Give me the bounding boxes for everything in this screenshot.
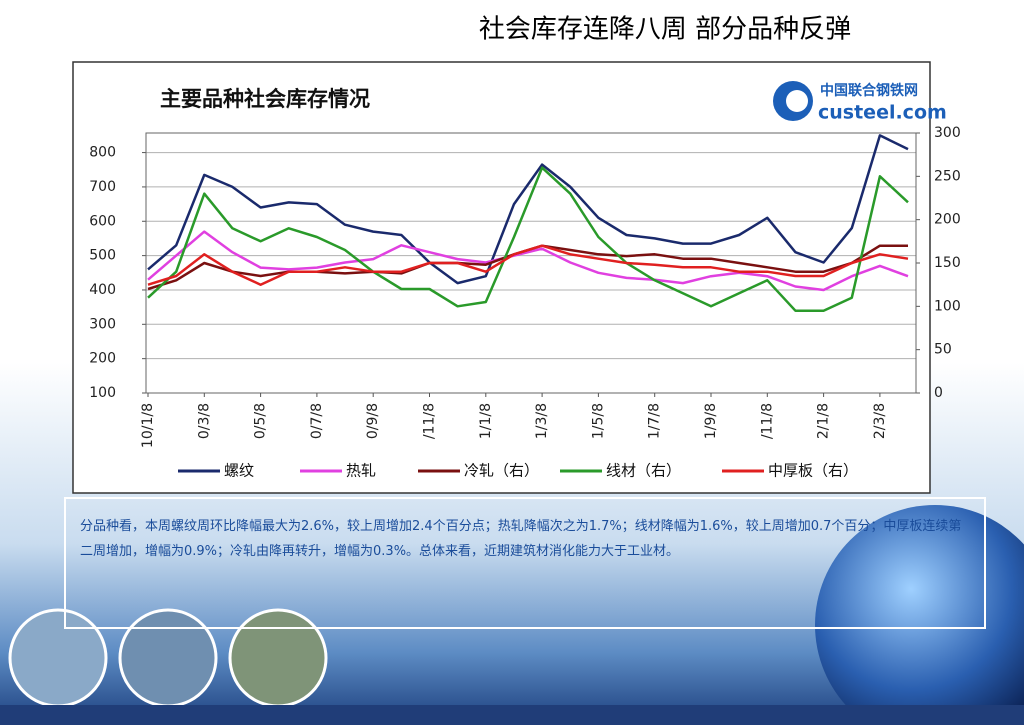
summary-text: 分品种看，本周螺纹周环比降幅最大为2.6%，较上周增加2.4个百分点；热轧降幅次… <box>80 519 962 559</box>
y-tick-label: 300 <box>89 316 116 332</box>
y-tick-label: 200 <box>89 351 116 367</box>
series-line <box>147 134 909 285</box>
photo-train <box>228 608 328 708</box>
footer-bar <box>0 705 1024 725</box>
logo-name: 中国联合钢铁网 <box>820 82 918 99</box>
y2-tick-label: 250 <box>934 168 961 184</box>
y-tick-label: 100 <box>89 385 116 401</box>
series-line <box>147 244 909 286</box>
y-tick-label: 600 <box>89 213 116 229</box>
x-tick-label: 0/7/8 <box>309 403 325 439</box>
y2-tick-label: 300 <box>934 125 961 141</box>
legend-label: 线材（右） <box>606 462 681 480</box>
x-tick-label: 0/9/8 <box>365 403 381 439</box>
logo-url: custeel.com <box>818 102 947 124</box>
logo-icon-inner <box>786 90 808 112</box>
chart-frame <box>72 61 931 494</box>
x-tick-label: 1/1/8 <box>478 403 494 439</box>
legend-label: 冷轧（右） <box>464 462 539 480</box>
x-tick-label: 10/1/8 <box>140 403 156 448</box>
x-tick-label: 1/3/8 <box>534 403 550 439</box>
x-tick-label: 0/3/8 <box>196 403 212 439</box>
chart-title: 主要品种社会库存情况 <box>160 87 370 111</box>
y2-tick-label: 0 <box>934 385 943 401</box>
x-tick-label: 1/5/8 <box>590 403 606 439</box>
globe <box>815 505 1024 725</box>
series-line <box>147 230 909 292</box>
slide-title: 社会库存连降八周 部分品种反弹 <box>479 15 851 45</box>
series-line <box>147 166 909 312</box>
y-tick-label: 500 <box>89 248 116 264</box>
photo-ship <box>118 608 218 708</box>
y-tick-label: 700 <box>89 179 116 195</box>
y2-tick-label: 150 <box>934 255 961 271</box>
x-tick-label: 1/7/8 <box>647 403 663 439</box>
legend-label: 中厚板（右） <box>768 462 858 480</box>
plot-area <box>145 132 917 394</box>
text-box <box>64 497 986 629</box>
legend-label: 热轧 <box>346 462 376 480</box>
x-tick-label: /11/8 <box>759 403 775 439</box>
y2-tick-label: 200 <box>934 212 961 228</box>
x-tick-label: 0/5/8 <box>253 403 269 439</box>
y2-tick-label: 50 <box>934 342 952 358</box>
y2-tick-label: 100 <box>934 298 961 314</box>
legend-label: 螺纹 <box>224 462 254 480</box>
x-tick-label: /11/8 <box>422 403 438 439</box>
x-tick-label: 2/3/8 <box>872 403 888 439</box>
y-tick-label: 400 <box>89 282 116 298</box>
y-tick-label: 800 <box>89 145 116 161</box>
x-tick-label: 1/9/8 <box>703 403 719 439</box>
x-tick-label: 2/1/8 <box>816 403 832 439</box>
photo-truck <box>8 608 108 708</box>
